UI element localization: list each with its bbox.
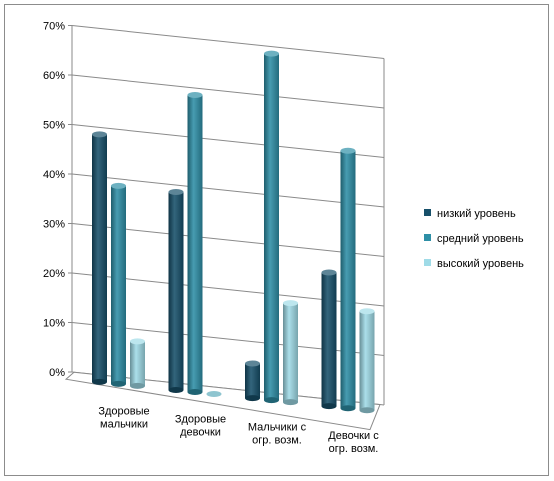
- bar-bottom-cap: [359, 407, 375, 414]
- category-label: мальчики: [100, 419, 148, 431]
- gridline: [71, 25, 385, 59]
- bar-bottom-cap: [340, 405, 356, 412]
- legend-swatch: [424, 259, 431, 266]
- category-label: Мальчики с: [248, 422, 307, 434]
- bar-bottom-cap: [245, 395, 260, 402]
- gridline: [71, 74, 385, 109]
- bar-bottom-cap: [321, 403, 337, 410]
- bar-top-cap: [283, 300, 298, 307]
- y-tick-label: 30%: [43, 219, 65, 231]
- bar-bottom-cap: [264, 397, 279, 404]
- category-label: огр. возм.: [329, 443, 379, 455]
- bar-top-cap: [264, 50, 279, 57]
- y-tick-label: 20%: [43, 268, 65, 280]
- legend-label: средний уровень: [437, 233, 524, 245]
- bar: [92, 134, 107, 382]
- category-label: огр. возм.: [252, 435, 302, 447]
- bar: [283, 303, 298, 403]
- bar-top-cap: [168, 189, 184, 195]
- y-tick-label: 70%: [43, 21, 65, 33]
- bar: [340, 150, 356, 409]
- bar: [130, 341, 145, 386]
- bar-top-cap: [340, 147, 356, 154]
- bar-zero-cap: [206, 391, 222, 398]
- bar-bottom-cap: [168, 387, 184, 393]
- y-tick-label: 0%: [49, 367, 65, 379]
- bar-top-cap: [130, 338, 145, 345]
- category-label: Здоровые: [175, 414, 226, 426]
- legend-swatch: [424, 234, 431, 241]
- bar-top-cap: [92, 131, 107, 138]
- bar-bottom-cap: [130, 382, 145, 389]
- gridline: [71, 173, 385, 208]
- bar-top-cap: [245, 360, 260, 367]
- legend-label: высокий уровень: [437, 258, 524, 270]
- category-label: Девочки с: [328, 430, 379, 442]
- legend-swatch: [424, 209, 431, 216]
- bar: [187, 95, 203, 393]
- category-label: Здоровые: [98, 406, 149, 418]
- gridline: [71, 124, 385, 158]
- legend-label: низкий уровень: [437, 208, 516, 220]
- y-tick-label: 50%: [43, 120, 65, 132]
- bar: [111, 185, 126, 384]
- category-label: девочки: [180, 427, 221, 439]
- bar-top-cap: [321, 269, 337, 276]
- bar: [245, 363, 260, 399]
- bar-top-cap: [359, 308, 375, 315]
- bar-top-cap: [111, 182, 126, 189]
- bar: [264, 53, 279, 401]
- bar-bottom-cap: [187, 389, 203, 396]
- bar-bottom-cap: [92, 378, 107, 385]
- bar: [168, 192, 184, 390]
- y-tick-label: 10%: [43, 318, 65, 330]
- bar: [359, 311, 375, 411]
- bar-top-cap: [187, 92, 203, 99]
- bar: [321, 272, 337, 407]
- y-tick-label: 40%: [43, 169, 65, 181]
- bar-bottom-cap: [283, 399, 298, 406]
- y-tick-label: 60%: [43, 70, 65, 82]
- bar-bottom-cap: [111, 380, 126, 387]
